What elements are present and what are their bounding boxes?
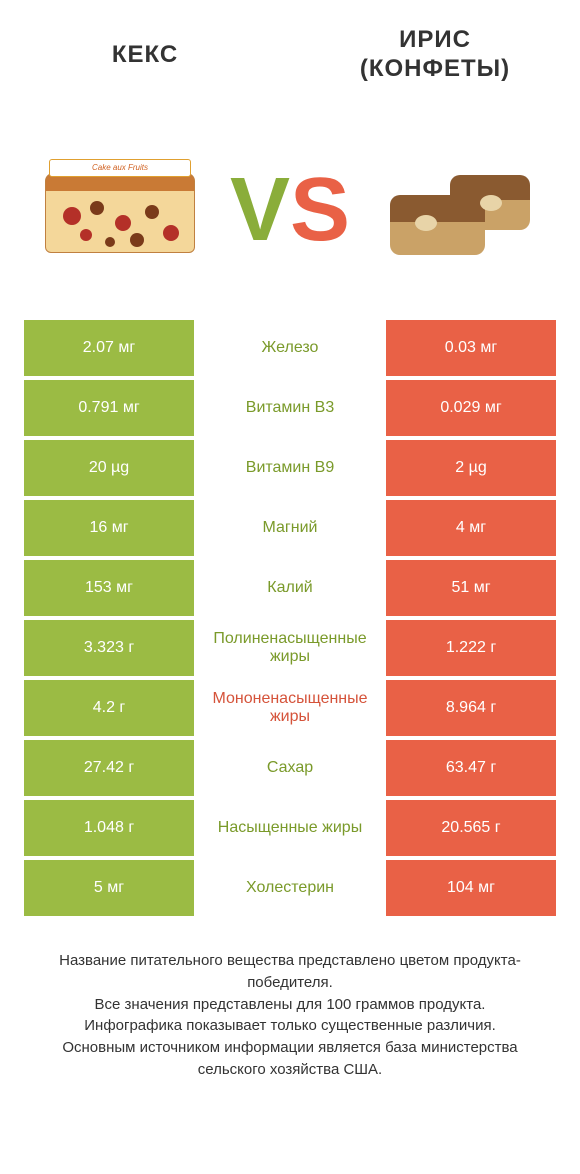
table-row: 2.07 мгЖелезо0.03 мг	[24, 320, 556, 376]
nutrient-label: Насыщенные жиры	[194, 800, 386, 856]
table-row: 153 мгКалий51 мг	[24, 560, 556, 616]
footer-l3: Инфографика показывает только существенн…	[30, 1015, 550, 1037]
value-right: 51 мг	[386, 560, 556, 616]
value-left: 5 мг	[24, 860, 194, 916]
value-right: 0.029 мг	[386, 380, 556, 436]
value-right: 0.03 мг	[386, 320, 556, 376]
nutrient-label: Калий	[194, 560, 386, 616]
table-row: 3.323 гПолиненасыщенные жиры1.222 г	[24, 620, 556, 676]
value-left: 0.791 мг	[24, 380, 194, 436]
nutrient-label: Полиненасыщенные жиры	[194, 620, 386, 676]
value-left: 1.048 г	[24, 800, 194, 856]
header: КЕКС ИРИС (КОНФЕТЫ)	[0, 0, 580, 110]
footer-l1: Название питательного вещества представл…	[30, 950, 550, 994]
value-right: 8.964 г	[386, 680, 556, 736]
value-left: 2.07 мг	[24, 320, 194, 376]
footer-l4: Основным источником информации является …	[30, 1037, 550, 1081]
value-right: 20.565 г	[386, 800, 556, 856]
nutrient-label: Витамин B9	[194, 440, 386, 496]
footer-note: Название питательного вещества представл…	[0, 920, 580, 1081]
toffee-image	[360, 155, 560, 265]
header-right: ИРИС (КОНФЕТЫ)	[290, 26, 580, 84]
nutrient-label: Холестерин	[194, 860, 386, 916]
header-left: КЕКС	[0, 41, 290, 70]
nutrient-label: Мононенасыщенные жиры	[194, 680, 386, 736]
value-left: 4.2 г	[24, 680, 194, 736]
table-row: 4.2 гМононенасыщенные жиры8.964 г	[24, 680, 556, 736]
footer-l2: Все значения представлены для 100 граммо…	[30, 994, 550, 1016]
header-right-l2: (КОНФЕТЫ)	[290, 55, 580, 84]
nutrient-label: Железо	[194, 320, 386, 376]
fruitcake-image: Cake aux Fruits	[20, 155, 220, 265]
value-left: 3.323 г	[24, 620, 194, 676]
nutrient-label: Сахар	[194, 740, 386, 796]
vs-row: Cake aux Fruits VS	[0, 110, 580, 310]
table-row: 5 мгХолестерин104 мг	[24, 860, 556, 916]
table-row: 16 мгМагний4 мг	[24, 500, 556, 556]
vs-v: V	[230, 160, 290, 260]
header-right-l1: ИРИС	[290, 26, 580, 55]
nutrition-table: 2.07 мгЖелезо0.03 мг0.791 мгВитамин B30.…	[0, 320, 580, 916]
value-left: 16 мг	[24, 500, 194, 556]
value-right: 2 µg	[386, 440, 556, 496]
table-row: 0.791 мгВитамин B30.029 мг	[24, 380, 556, 436]
table-row: 20 µgВитамин B92 µg	[24, 440, 556, 496]
value-left: 20 µg	[24, 440, 194, 496]
table-row: 1.048 гНасыщенные жиры20.565 г	[24, 800, 556, 856]
value-right: 63.47 г	[386, 740, 556, 796]
value-left: 153 мг	[24, 560, 194, 616]
vs-text: VS	[220, 165, 360, 255]
nutrient-label: Витамин B3	[194, 380, 386, 436]
value-right: 4 мг	[386, 500, 556, 556]
table-row: 27.42 гСахар63.47 г	[24, 740, 556, 796]
value-left: 27.42 г	[24, 740, 194, 796]
fruitcake-label: Cake aux Fruits	[49, 159, 191, 177]
nutrient-label: Магний	[194, 500, 386, 556]
value-right: 1.222 г	[386, 620, 556, 676]
value-right: 104 мг	[386, 860, 556, 916]
vs-s: S	[290, 160, 350, 260]
